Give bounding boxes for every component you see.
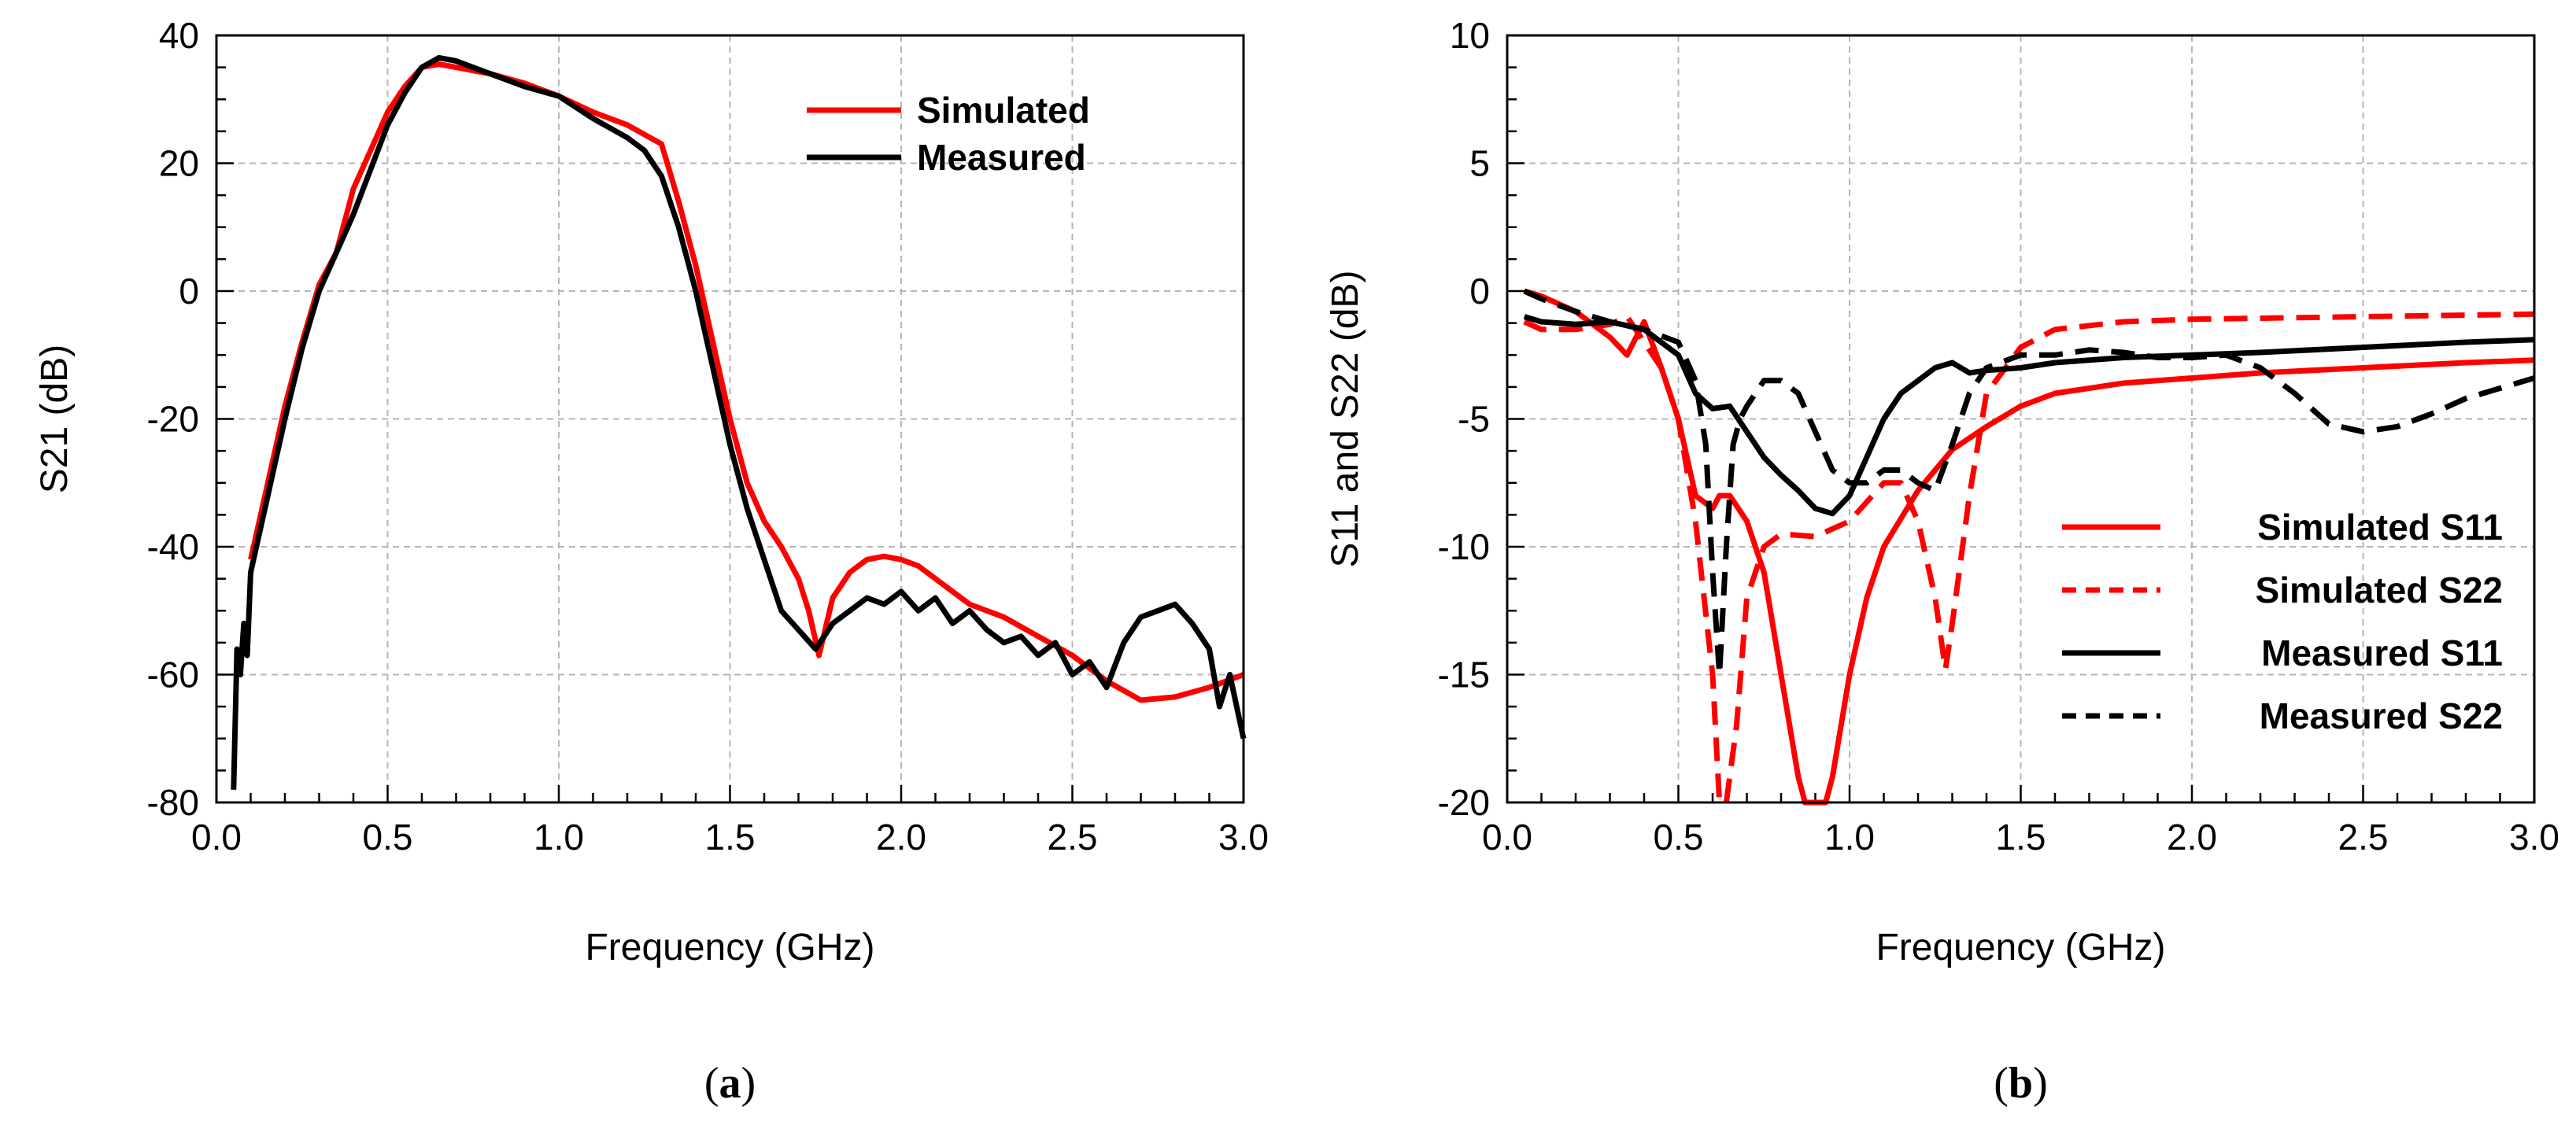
- series-line-measured-s11: [1523, 314, 2535, 517]
- y-tick-label: -5: [1458, 399, 1490, 440]
- axis-ticks: [1506, 34, 2536, 804]
- legend-label: Simulated: [917, 90, 1090, 131]
- x-tick-label: 1.0: [534, 817, 584, 858]
- panel-paren-open: (: [704, 1059, 719, 1108]
- x-tick-label: 1.5: [705, 817, 756, 858]
- x-tick-label: 1.5: [1996, 817, 2046, 858]
- y-tick-label: -15: [1438, 655, 1490, 695]
- x-tick-label: 0.0: [191, 817, 242, 858]
- legend-label: Measured S11: [2261, 633, 2503, 673]
- y-tick-label: 10: [1450, 15, 1490, 56]
- x-axis-label: Frequency (GHz): [1876, 927, 2165, 968]
- series-group: [231, 54, 1247, 790]
- legend-label: Simulated S11: [2257, 507, 2503, 548]
- x-tick-label: 2.5: [1048, 817, 1098, 858]
- x-tick-label: 0.5: [1654, 817, 1704, 858]
- y-tick-label: -40: [147, 526, 199, 567]
- x-tick-label: 2.5: [2338, 817, 2389, 858]
- panel-letter: b: [2009, 1059, 2033, 1108]
- y-tick-label: 40: [159, 15, 199, 56]
- panel-caption: (a): [704, 1059, 756, 1108]
- y-tick-label: 5: [1469, 143, 1490, 184]
- legend-label: Measured: [917, 137, 1086, 178]
- x-tick-label: 2.0: [2167, 817, 2217, 858]
- plot-frame: [1506, 34, 2536, 804]
- y-tick-label: 20: [159, 143, 199, 184]
- legend: Simulated Measured: [807, 90, 1090, 178]
- y-tick-label: -80: [147, 782, 199, 823]
- y-tick-label: -60: [147, 655, 199, 695]
- y-tick-label: -10: [1438, 526, 1490, 567]
- series-line-measured-s22: [1523, 288, 2536, 677]
- y-axis-label: S21 (dB): [34, 345, 76, 493]
- axis-ticks: [215, 34, 1245, 804]
- y-tick-label: -20: [147, 399, 199, 440]
- y-tick-label: -20: [1438, 782, 1490, 823]
- y-tick-label: 0: [1469, 271, 1490, 312]
- panel-letter: a: [719, 1059, 741, 1108]
- panel-paren-close: ): [2033, 1059, 2048, 1108]
- chart-panel-b: 0.0 0.5 1.0 1.5 2.0 2.5 3.0 -20 -15 -10 -5 0 5 10 Freq…: [1325, 15, 2559, 1108]
- x-axis-label: Frequency (GHz): [585, 927, 874, 968]
- x-tick-label: 3.0: [1218, 817, 1269, 858]
- panel-caption: (b): [1994, 1059, 2047, 1108]
- legend: Simulated S11 Simulated S22 Measured S11 Me…: [2062, 507, 2503, 736]
- panel-paren-open: (: [1994, 1059, 2009, 1108]
- y-axis-label: S11 and S22 (dB): [1325, 270, 1366, 567]
- legend-label: Simulated S22: [2256, 570, 2503, 610]
- y-tick-label: 0: [179, 271, 199, 312]
- panel-paren-close: ): [741, 1059, 756, 1108]
- series-line-simulated: [248, 61, 1245, 703]
- grid-lines: [1507, 35, 2534, 802]
- x-tick-label: 3.0: [2509, 817, 2559, 858]
- series-line-measured: [231, 54, 1247, 790]
- x-tick-label: 0.0: [1482, 817, 1532, 858]
- plot-frame: [215, 34, 1245, 804]
- series-line-simulated-s22: [1523, 311, 2535, 806]
- x-tick-label: 2.0: [876, 817, 926, 858]
- chart-panel-a: 0.0 0.5 1.0 1.5 2.0 2.5 3.0 -80 -60 -40 -20 0 20 40 Fr…: [34, 15, 1269, 1108]
- x-tick-label: 1.0: [1824, 817, 1875, 858]
- x-tick-label: 0.5: [363, 817, 413, 858]
- legend-label: Measured S22: [2260, 695, 2503, 736]
